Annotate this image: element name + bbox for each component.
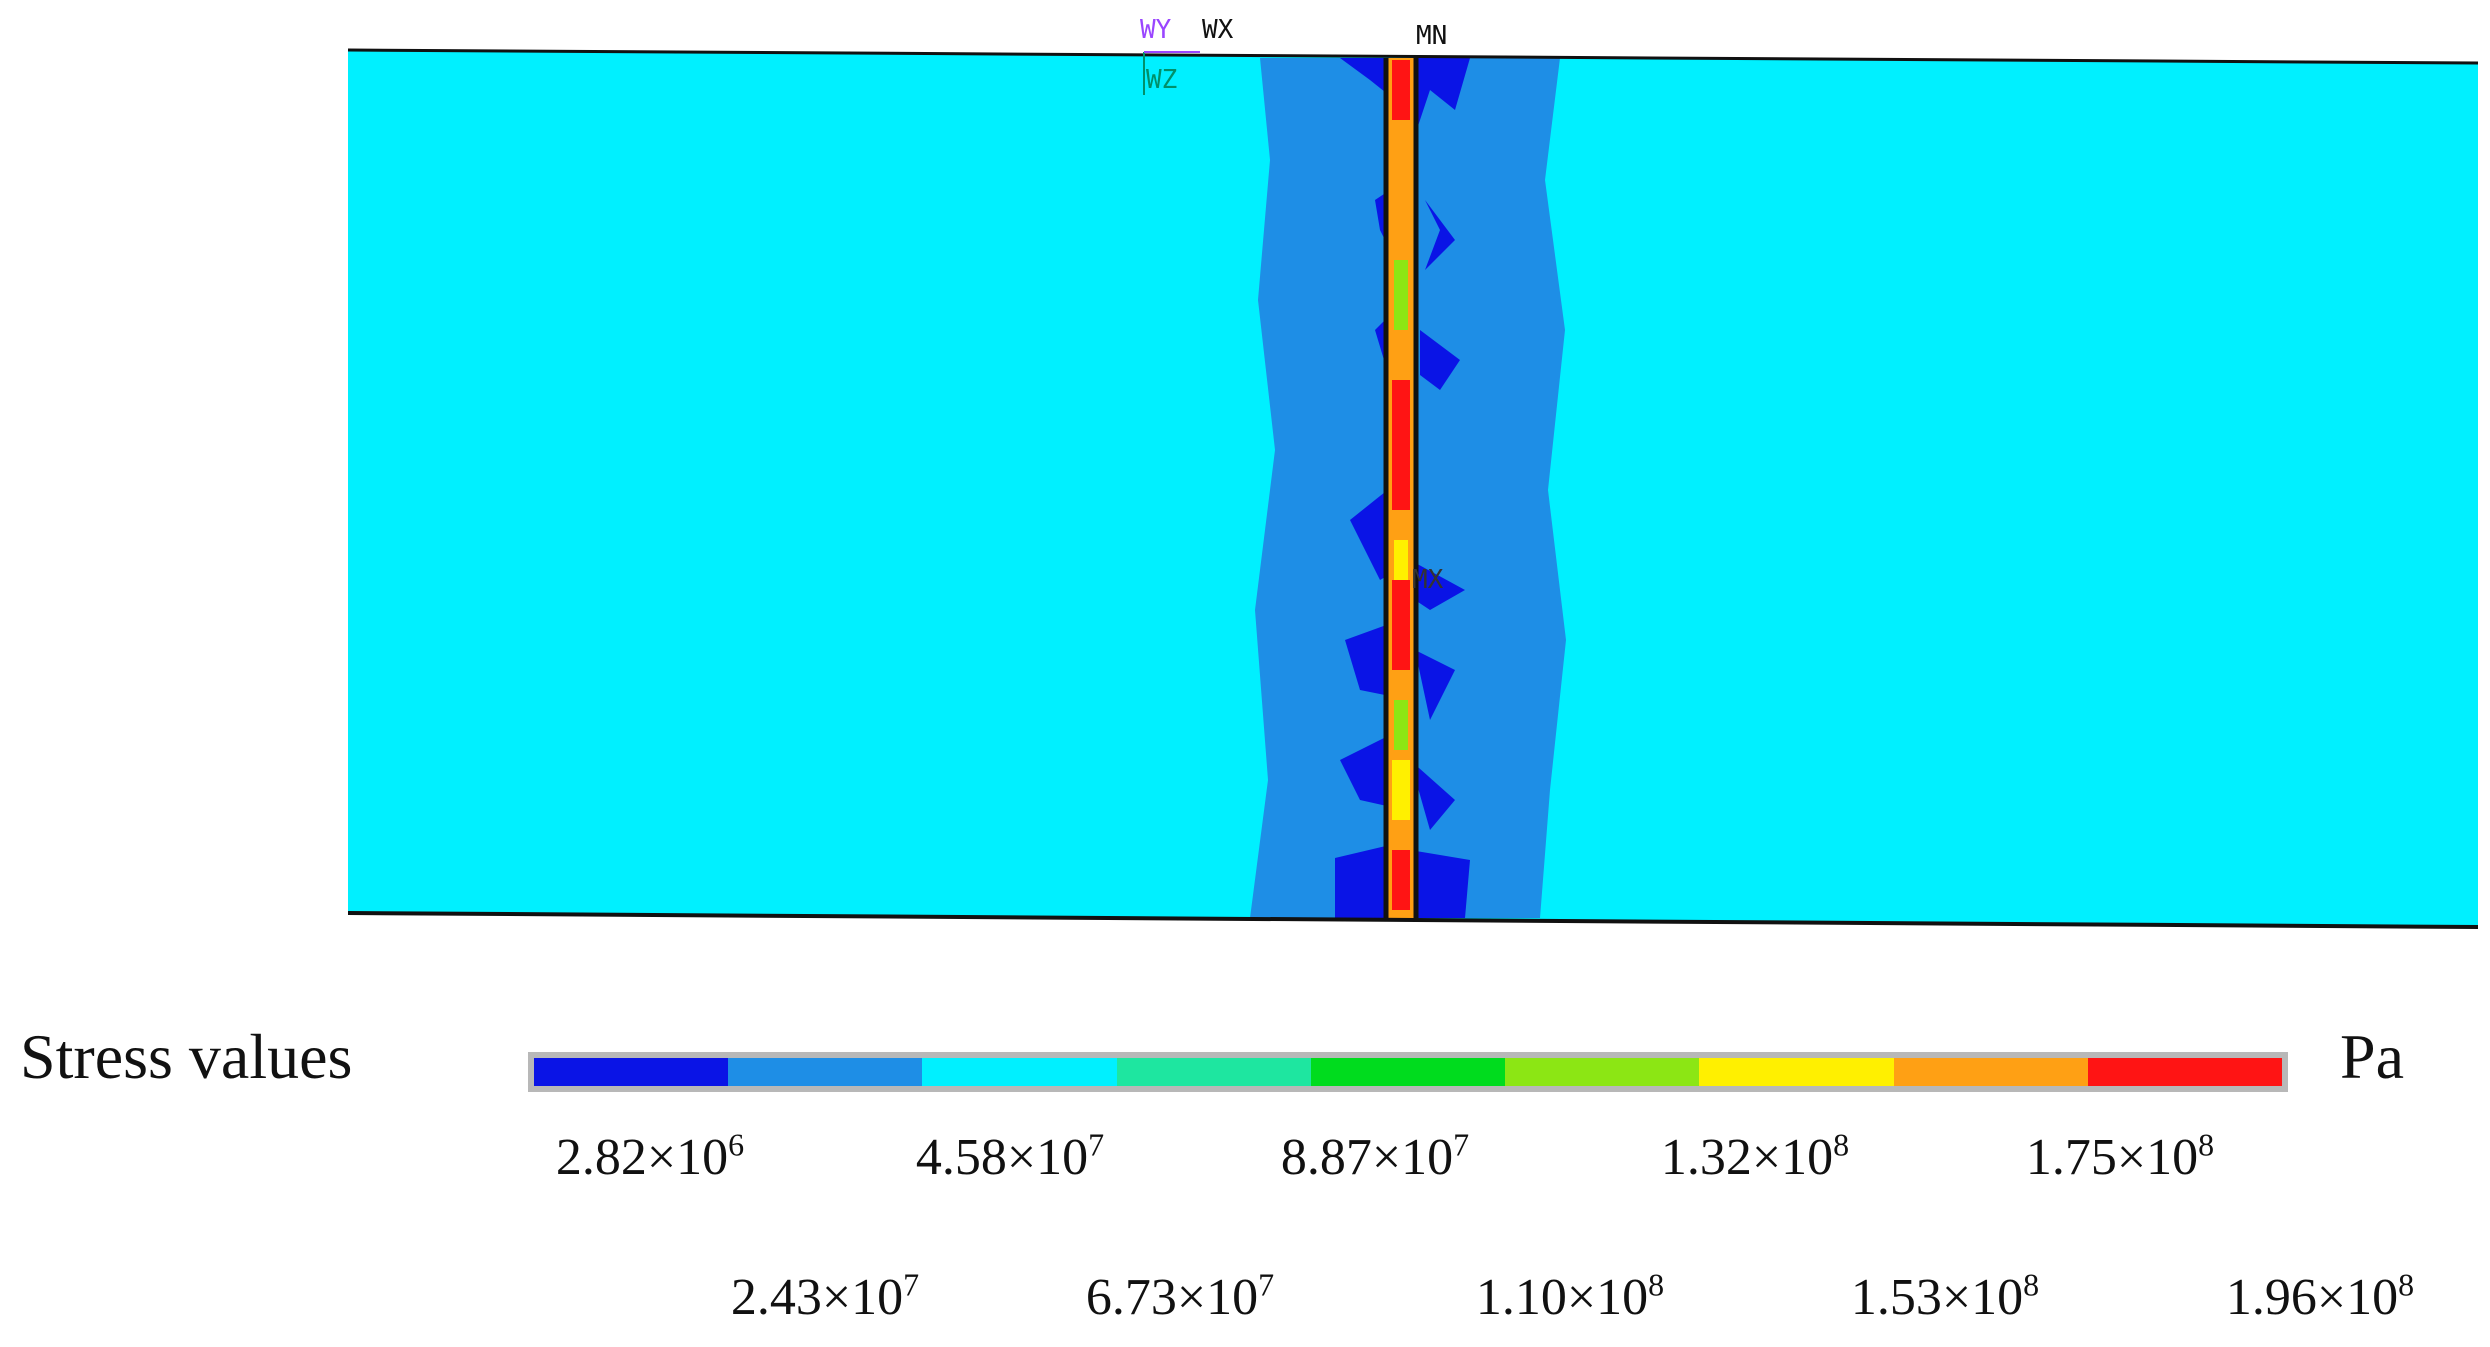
legend-unit: Pa [2340, 1021, 2404, 1092]
tick-label: 6.73×107 [1085, 1266, 1275, 1326]
tick-label: 4.58×107 [915, 1126, 1105, 1186]
wx-label: WX [1202, 15, 1234, 45]
wz-label: WZ [1146, 65, 1177, 95]
mx-label: MX [1412, 565, 1444, 595]
stress-contour-plot: WY WX WZ MN MX [347, 15, 2479, 929]
stripe-peaks [1392, 60, 1410, 910]
tick-label: 1.96×108 [2225, 1266, 2415, 1326]
colorbar-segment [1699, 1058, 1894, 1086]
colorbar-segment [534, 1058, 729, 1086]
colorbar-segment [2087, 1058, 2282, 1086]
tick-label: 1.32×108 [1660, 1126, 1850, 1186]
tick-label: 2.43×107 [730, 1266, 920, 1326]
colorbar-segment [728, 1058, 923, 1086]
colorbar-segment [1310, 1058, 1506, 1086]
mn-label: MN [1416, 21, 1447, 51]
colorbar-segment [1505, 1058, 1700, 1086]
tick-label: 1.10×108 [1475, 1266, 1665, 1326]
colorbar [528, 1052, 2288, 1092]
legend-title: Stress values [20, 1021, 353, 1092]
tick-label: 2.82×106 [555, 1126, 745, 1186]
wy-label: WY [1140, 15, 1172, 45]
colorbar-segment [1893, 1058, 2088, 1086]
colorbar-segment [1116, 1058, 1311, 1086]
tick-label: 1.53×108 [1850, 1266, 2040, 1326]
tick-label: 1.75×108 [2025, 1126, 2215, 1186]
tick-label: 8.87×107 [1280, 1126, 1470, 1186]
colorbar-segment [922, 1058, 1117, 1086]
